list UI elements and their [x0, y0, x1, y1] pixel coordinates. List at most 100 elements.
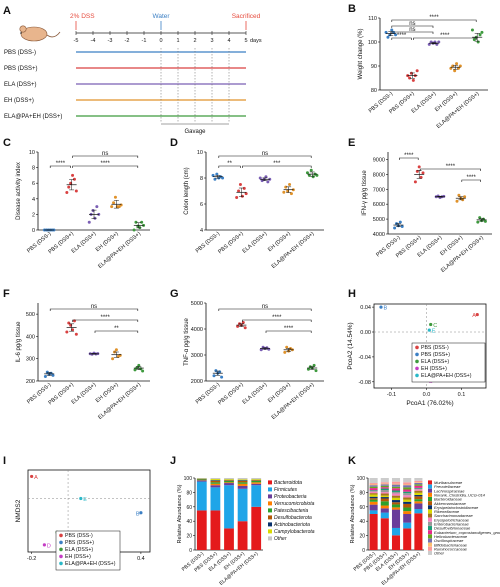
legend-swatch [428, 542, 432, 547]
legend-entry: Norank_Clostridia_UCG-014 [434, 492, 486, 497]
mouse-body [20, 26, 48, 42]
panel-h-chart: -0.1 0.0 0.1 -0.08 -0.04 0.00 0.04 PcoA1 (76.02… [347, 303, 487, 407]
stacked-bar-segment [369, 499, 378, 502]
legend-entry: Desulfobacterota [274, 515, 312, 521]
significance-bracket [72, 165, 139, 168]
y-tick-label: 200 [26, 379, 35, 385]
stacked-bar-segment [210, 482, 221, 484]
significance-bracket [49, 308, 139, 311]
stacked-bar-segment [380, 488, 389, 490]
data-point [220, 375, 224, 379]
legend-swatch [268, 487, 272, 492]
stacked-bar-segment [380, 490, 389, 493]
significance-label: **** [404, 153, 414, 159]
y-tick-label: 8 [200, 176, 203, 182]
data-point [236, 324, 240, 328]
stacked-bar-segment [414, 499, 423, 502]
panel-letter-e: E [348, 137, 355, 149]
stacked-bar-segment [414, 513, 423, 550]
stacked-bar-segment [369, 483, 378, 485]
legend-swatch [428, 534, 432, 539]
x-tick-label: ELA@PA+EH (DSS+) [271, 231, 316, 270]
stacked-bar-segment [391, 484, 401, 487]
legend-entry: Firmicutes [274, 487, 298, 493]
data-point [43, 375, 47, 379]
stacked-bar-segment [403, 493, 412, 496]
y-tick-label: 6 [200, 202, 203, 208]
legend-entry: Actinobacteriota [273, 522, 310, 528]
data-point [212, 374, 216, 378]
y-tick-label: 6 [32, 181, 35, 187]
stacked-bar-segment [251, 483, 262, 486]
stacked-bar-segment [210, 480, 221, 481]
data-point [455, 62, 459, 66]
data-point [408, 76, 412, 80]
legend-swatch [428, 488, 432, 493]
stacked-bar-segment [369, 488, 378, 491]
stacked-bar-segment [251, 482, 262, 484]
stacked-bar-segment [391, 502, 401, 505]
stacked-bar-segment [380, 485, 389, 488]
stacked-bar-segment [391, 491, 401, 494]
legend-swatch [428, 509, 432, 514]
data-point [393, 226, 397, 230]
y-tick-label: 80 [371, 88, 377, 94]
data-point [266, 180, 270, 184]
stacked-bar-segment [369, 498, 378, 500]
y-tick-label: 2000 [191, 379, 203, 385]
stacked-bar-segment [380, 501, 389, 506]
significance-bracket [72, 155, 139, 158]
stacked-bar-segment [369, 490, 378, 491]
stacked-bar-segment [414, 501, 423, 504]
legend-swatch [428, 526, 432, 531]
y-axis-label: Relative Abundance (%) [350, 484, 356, 543]
data-point [282, 190, 286, 194]
significance-label: ns [409, 27, 415, 33]
ordination-point [427, 328, 431, 332]
y-tick-label: 0 [32, 228, 35, 234]
stacked-bar-segment [210, 485, 221, 488]
x-tick-label: ELA@PA+EH (DSS+) [436, 91, 481, 130]
legend-swatch [428, 513, 432, 518]
stacked-bar-segment [380, 512, 389, 519]
data-point [214, 369, 218, 373]
legend-frame [411, 342, 486, 383]
stacked-bar-segment [403, 497, 412, 500]
significance-label: **** [272, 315, 282, 321]
y-tick-label: 80 [186, 490, 192, 496]
significance-label: ns [262, 304, 268, 310]
y-tick-label: 0.04 [360, 305, 371, 311]
data-point [411, 78, 415, 82]
data-point [65, 191, 69, 195]
legend-entry: Erysipelotrichaceae [434, 517, 470, 522]
x-tick-label: ELA (DSS+) [242, 231, 269, 255]
stacked-bar-segment [391, 481, 401, 484]
legend-swatch [59, 561, 63, 566]
stacked-bar-segment [369, 504, 378, 511]
ordination-point [30, 474, 34, 479]
legend-swatch [415, 345, 419, 350]
significance-bracket [94, 330, 139, 333]
timeline-tick-label: 0 [159, 38, 162, 44]
data-point [72, 177, 76, 181]
data-point [309, 168, 313, 172]
y-tick-label: 20 [186, 534, 192, 540]
data-point [472, 38, 476, 42]
data-point [449, 66, 453, 70]
y-axis-label: IL-6 pg/g tissue [16, 321, 22, 363]
stacked-bar-segment [414, 480, 423, 483]
data-point [134, 220, 138, 224]
x-tick-label: -0.1 [387, 392, 396, 398]
y-axis-label: TNF-α pg/g tissue [184, 317, 190, 365]
legend-swatch [268, 529, 272, 534]
legend-swatch [428, 480, 432, 485]
data-point [283, 350, 287, 354]
legend-swatch [268, 522, 272, 527]
y-tick-label: 9000 [373, 157, 385, 163]
stacked-bar-segment [237, 483, 248, 486]
legend-swatch [428, 484, 432, 489]
stacked-bar-segment [224, 478, 234, 480]
stacked-bar-segment [196, 479, 207, 481]
stacked-bar-segment [380, 505, 389, 509]
data-point [483, 219, 487, 223]
